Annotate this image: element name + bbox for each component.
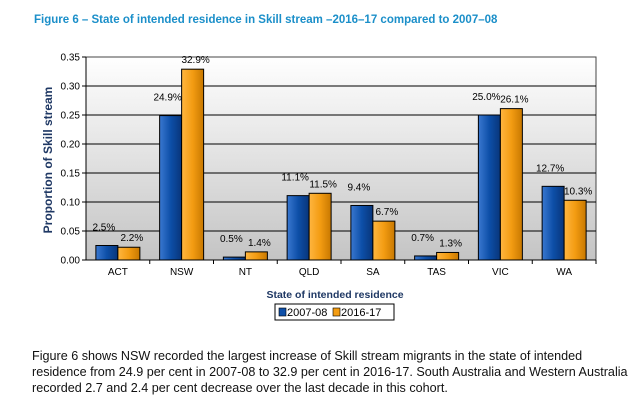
y-tick-label: 0.05: [61, 227, 81, 238]
figure-title: Figure 6 – State of intended residence i…: [34, 14, 498, 26]
data-label-2016-17-QLD: 11.5%: [309, 179, 337, 190]
legend-label-2007-08: 2007-08: [287, 307, 327, 319]
y-axis-label: Proportion of Skill stream: [41, 87, 55, 234]
y-tick-label: 0.35: [61, 53, 81, 64]
data-label-2007-08-SA: 9.4%: [347, 182, 370, 193]
bar-2016-17-ACT: [117, 246, 141, 261]
bar-2007-08-VIC: [477, 114, 501, 261]
bar-2007-08-SA: [350, 204, 374, 261]
bar-2007-08-QLD: [286, 195, 310, 261]
body-paragraph: Figure 6 shows NSW recorded the largest …: [32, 349, 628, 395]
data-label-2016-17-ACT: 2.2%: [120, 233, 143, 244]
data-label-2007-08-NSW: 24.9%: [153, 93, 181, 104]
bar-2016-17-QLD: [308, 192, 332, 261]
x-tick-label: NSW: [170, 267, 194, 278]
data-label-2016-17-NSW: 32.9%: [181, 55, 209, 66]
legend-label-2016-17: 2016-17: [341, 307, 381, 319]
data-label-2007-08-ACT: 2.5%: [92, 223, 115, 234]
x-tick-label: VIC: [492, 267, 509, 278]
x-tick-label: NT: [239, 267, 252, 278]
bar-2007-08-ACT: [95, 245, 119, 261]
x-tick-label: WA: [556, 267, 572, 278]
legend-swatch-2016-17: [332, 307, 341, 317]
data-label-2007-08-QLD: 11.1%: [281, 173, 309, 184]
bar-2007-08-WA: [541, 185, 565, 261]
y-tick-label: 0.00: [61, 256, 81, 267]
bar-chart: 2.5% 2.2% 24.9% 32.9% 0.5% 1.4% 11.1%11.5% 9.4%…: [41, 53, 597, 321]
y-tick-label: 0.10: [61, 198, 81, 209]
y-tick-label: 0.30: [61, 82, 81, 93]
data-label-2016-17-VIC: 26.1%: [500, 95, 528, 106]
x-tick-label: SA: [366, 267, 380, 278]
bar-2016-17-VIC: [499, 108, 523, 261]
bar-2007-08-TAS: [414, 255, 438, 261]
data-label-2016-17-NT: 1.4%: [248, 238, 271, 249]
data-label-2016-17-SA: 6.7%: [375, 207, 398, 218]
data-label-2007-08-VIC: 25.0%: [472, 92, 500, 103]
data-label-2016-17-WA: 10.3%: [564, 186, 592, 197]
bar-2016-17-SA: [372, 220, 396, 261]
bar-2016-17-WA: [563, 199, 587, 261]
legend: 2007-08 2016-17: [274, 303, 395, 321]
bar-2016-17-NSW: [181, 68, 205, 261]
x-tick-label: ACT: [108, 267, 128, 278]
y-tick-label: 0.25: [61, 111, 81, 122]
x-tick-label: QLD: [299, 267, 320, 278]
x-tick-label: TAS: [427, 267, 446, 278]
x-axis-label: State of intended residence: [266, 289, 403, 301]
y-tick-label: 0.15: [61, 169, 81, 180]
data-label-2007-08-WA: 12.7%: [536, 163, 564, 174]
bar-2007-08-NSW: [159, 115, 183, 261]
data-label-2007-08-NT: 0.5%: [220, 234, 243, 245]
legend-swatch-2007-08: [278, 307, 287, 317]
data-label-2016-17-TAS: 1.3%: [439, 238, 462, 249]
y-tick-label: 0.20: [61, 140, 81, 151]
bar-2016-17-NT: [244, 251, 268, 261]
data-label-2007-08-TAS: 0.7%: [411, 233, 434, 244]
bar-2016-17-TAS: [436, 251, 460, 261]
